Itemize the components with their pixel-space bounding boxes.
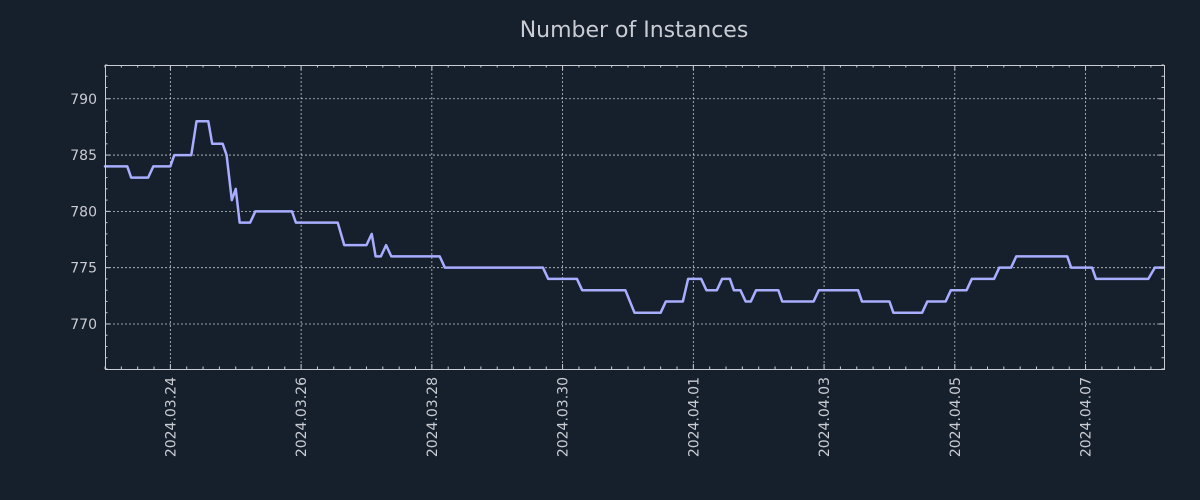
plot-area-frame [105,65,1165,370]
tick-layer [104,64,1164,370]
x-tick-label: 2024.04.03 [817,377,833,457]
x-tick-label: 2024.03.24 [163,377,179,457]
y-tick-label: 790 [70,92,97,108]
y-tick-label: 785 [70,148,97,164]
label-layer: 770 775 780 785 790 2024.03.24 2024.03.26 2024.… [70,92,1094,457]
y-tick-label: 775 [70,261,97,277]
series-line-number-of-instances [103,120,1166,314]
x-tick-label: 2024.04.07 [1079,377,1095,457]
chart-title: Number of Instances [520,18,749,43]
grid-layer [105,65,1164,369]
x-tick-label: 2024.04.05 [948,377,964,457]
series-layer [103,120,1166,314]
x-tick-label: 2024.03.26 [294,377,310,457]
y-tick-label: 770 [70,317,97,333]
y-tick-label: 780 [70,204,97,220]
x-tick-label: 2024.03.28 [425,377,441,457]
x-tick-label: 2024.03.30 [556,377,572,457]
x-tick-label: 2024.04.01 [686,377,702,457]
